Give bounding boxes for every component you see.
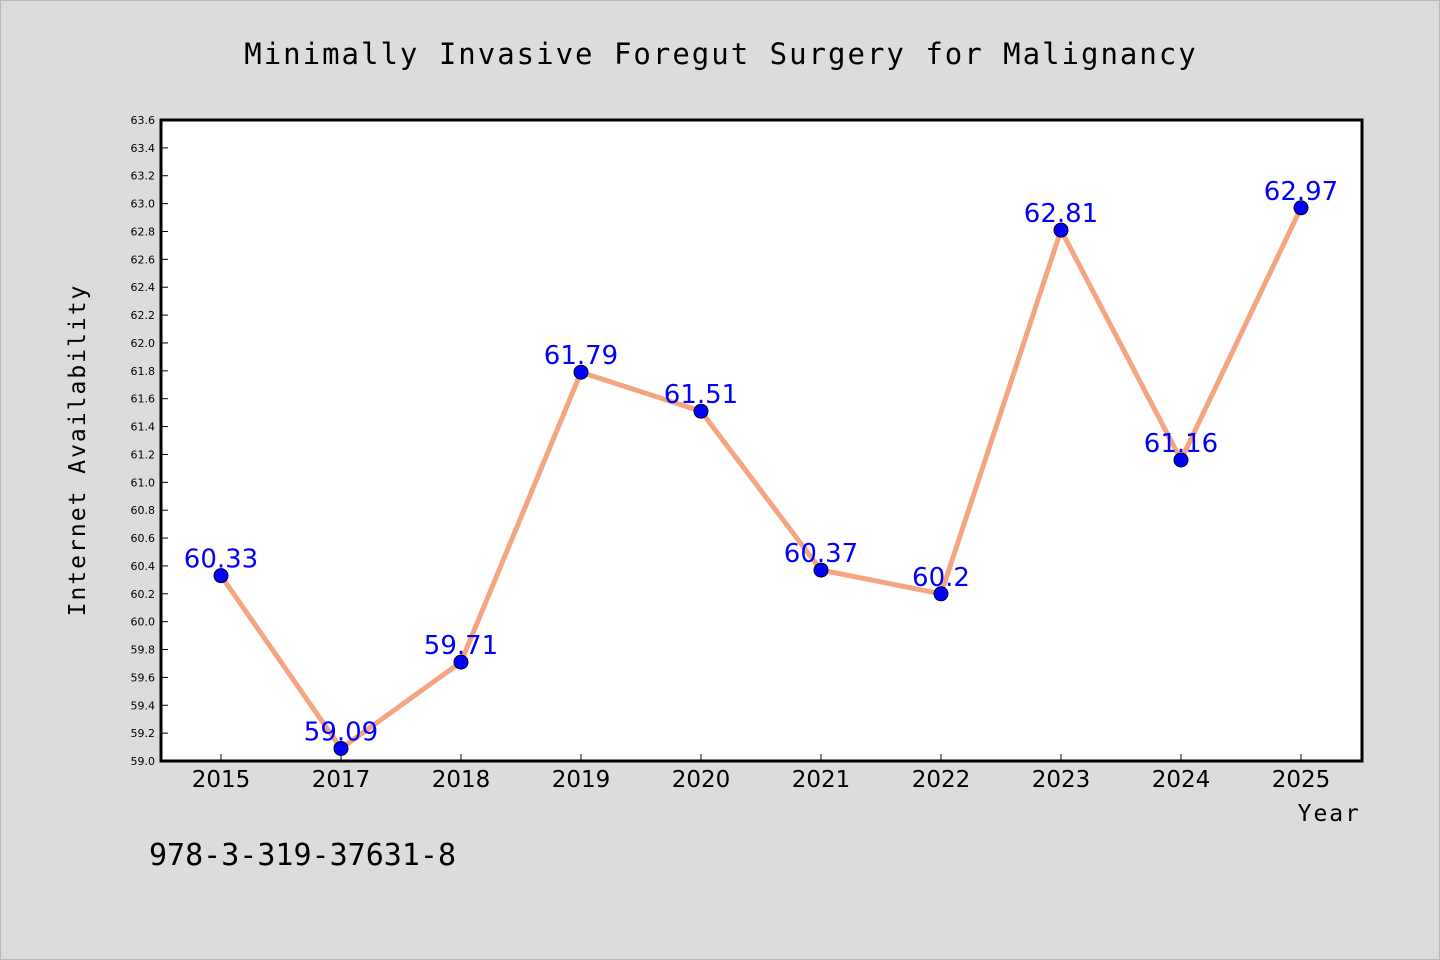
data-point-2025: [1293, 200, 1309, 216]
data-label-2024: 61.16: [1144, 429, 1218, 459]
y-tick-label: 61.6: [131, 393, 156, 406]
y-tick-label: 59.8: [131, 644, 156, 657]
y-tick-label: 60.2: [131, 588, 156, 601]
x-axis-title: Year: [1298, 801, 1361, 827]
y-tick-label: 62.4: [131, 281, 156, 294]
x-tick-label: 2018: [432, 767, 491, 793]
data-label-2018: 59.71: [424, 631, 498, 661]
data-label-2021: 60.37: [784, 539, 858, 569]
plot-area: [159, 118, 1364, 763]
data-label-2019: 61.79: [544, 341, 618, 371]
y-tick-label: 59.0: [131, 755, 156, 768]
y-tick-label: 59.2: [131, 727, 156, 740]
y-tick-label: 60.4: [131, 560, 156, 573]
data-point-2019: [573, 364, 589, 380]
x-tick-label: 2023: [1032, 767, 1091, 793]
series-line: [218, 206, 1304, 751]
chart-title: Minimally Invasive Foregut Surgery for M…: [244, 37, 1198, 71]
data-markers: [213, 200, 1309, 756]
data-point-2022: [933, 586, 949, 602]
x-axis: 2015 2017 2018 2019 2020 2021 2022 2023 2024 2025: [192, 754, 1331, 793]
x-tick-label: 2025: [1272, 767, 1331, 793]
y-tick-label: 61.4: [131, 421, 156, 434]
x-tick-label: 2020: [672, 767, 731, 793]
data-label-2022: 60.2: [912, 563, 970, 593]
data-point-2015: [213, 568, 229, 584]
y-tick-label: 63.4: [131, 142, 156, 155]
y-tick-label: 62.8: [131, 225, 156, 238]
y-tick-label: 62.6: [131, 253, 156, 266]
data-point-2017: [333, 740, 349, 756]
y-tick-label: 60.6: [131, 532, 156, 545]
y-axis: 59.0 59.2 59.4 59.6 59.8 60.0 60.2 60.4 60.6 60.8…: [131, 114, 168, 768]
y-tick-label: 61.0: [131, 476, 156, 489]
data-label-2023: 62.81: [1024, 199, 1098, 229]
y-axis-title: Internet Availability: [65, 284, 91, 617]
y-tick-label: 59.6: [131, 671, 156, 684]
y-tick-label: 62.0: [131, 337, 156, 350]
x-tick-label: 2017: [312, 767, 371, 793]
y-tick-label: 61.8: [131, 365, 156, 378]
data-labels: 60.33 59.09 59.71 61.79 61.51 60.37 60.2 62.81 6…: [184, 177, 1338, 748]
y-tick-label: 63.6: [131, 114, 156, 127]
x-tick-label: 2015: [192, 767, 251, 793]
data-point-2024: [1173, 452, 1189, 468]
data-label-2017: 59.09: [304, 717, 378, 747]
data-label-2015: 60.33: [184, 545, 258, 575]
y-tick-label: 63.2: [131, 170, 156, 183]
data-point-2021: [813, 562, 829, 578]
data-label-2020: 61.51: [664, 380, 738, 410]
data-point-2018: [453, 654, 469, 670]
data-point-2020: [693, 403, 709, 419]
y-tick-label: 61.2: [131, 448, 156, 461]
y-tick-label: 63.0: [131, 198, 156, 211]
y-tick-label: 62.2: [131, 309, 156, 322]
y-tick-label: 60.8: [131, 504, 156, 517]
x-tick-label: 2021: [792, 767, 851, 793]
isbn-footnote: 978-3-319-37631-8: [149, 838, 456, 873]
y-tick-label: 59.4: [131, 699, 156, 712]
x-tick-label: 2022: [912, 767, 971, 793]
x-tick-label: 2019: [552, 767, 611, 793]
x-tick-label: 2024: [1152, 767, 1211, 793]
data-point-2023: [1053, 222, 1069, 238]
y-tick-label: 60.0: [131, 616, 156, 629]
data-label-2025: 62.97: [1264, 177, 1338, 207]
